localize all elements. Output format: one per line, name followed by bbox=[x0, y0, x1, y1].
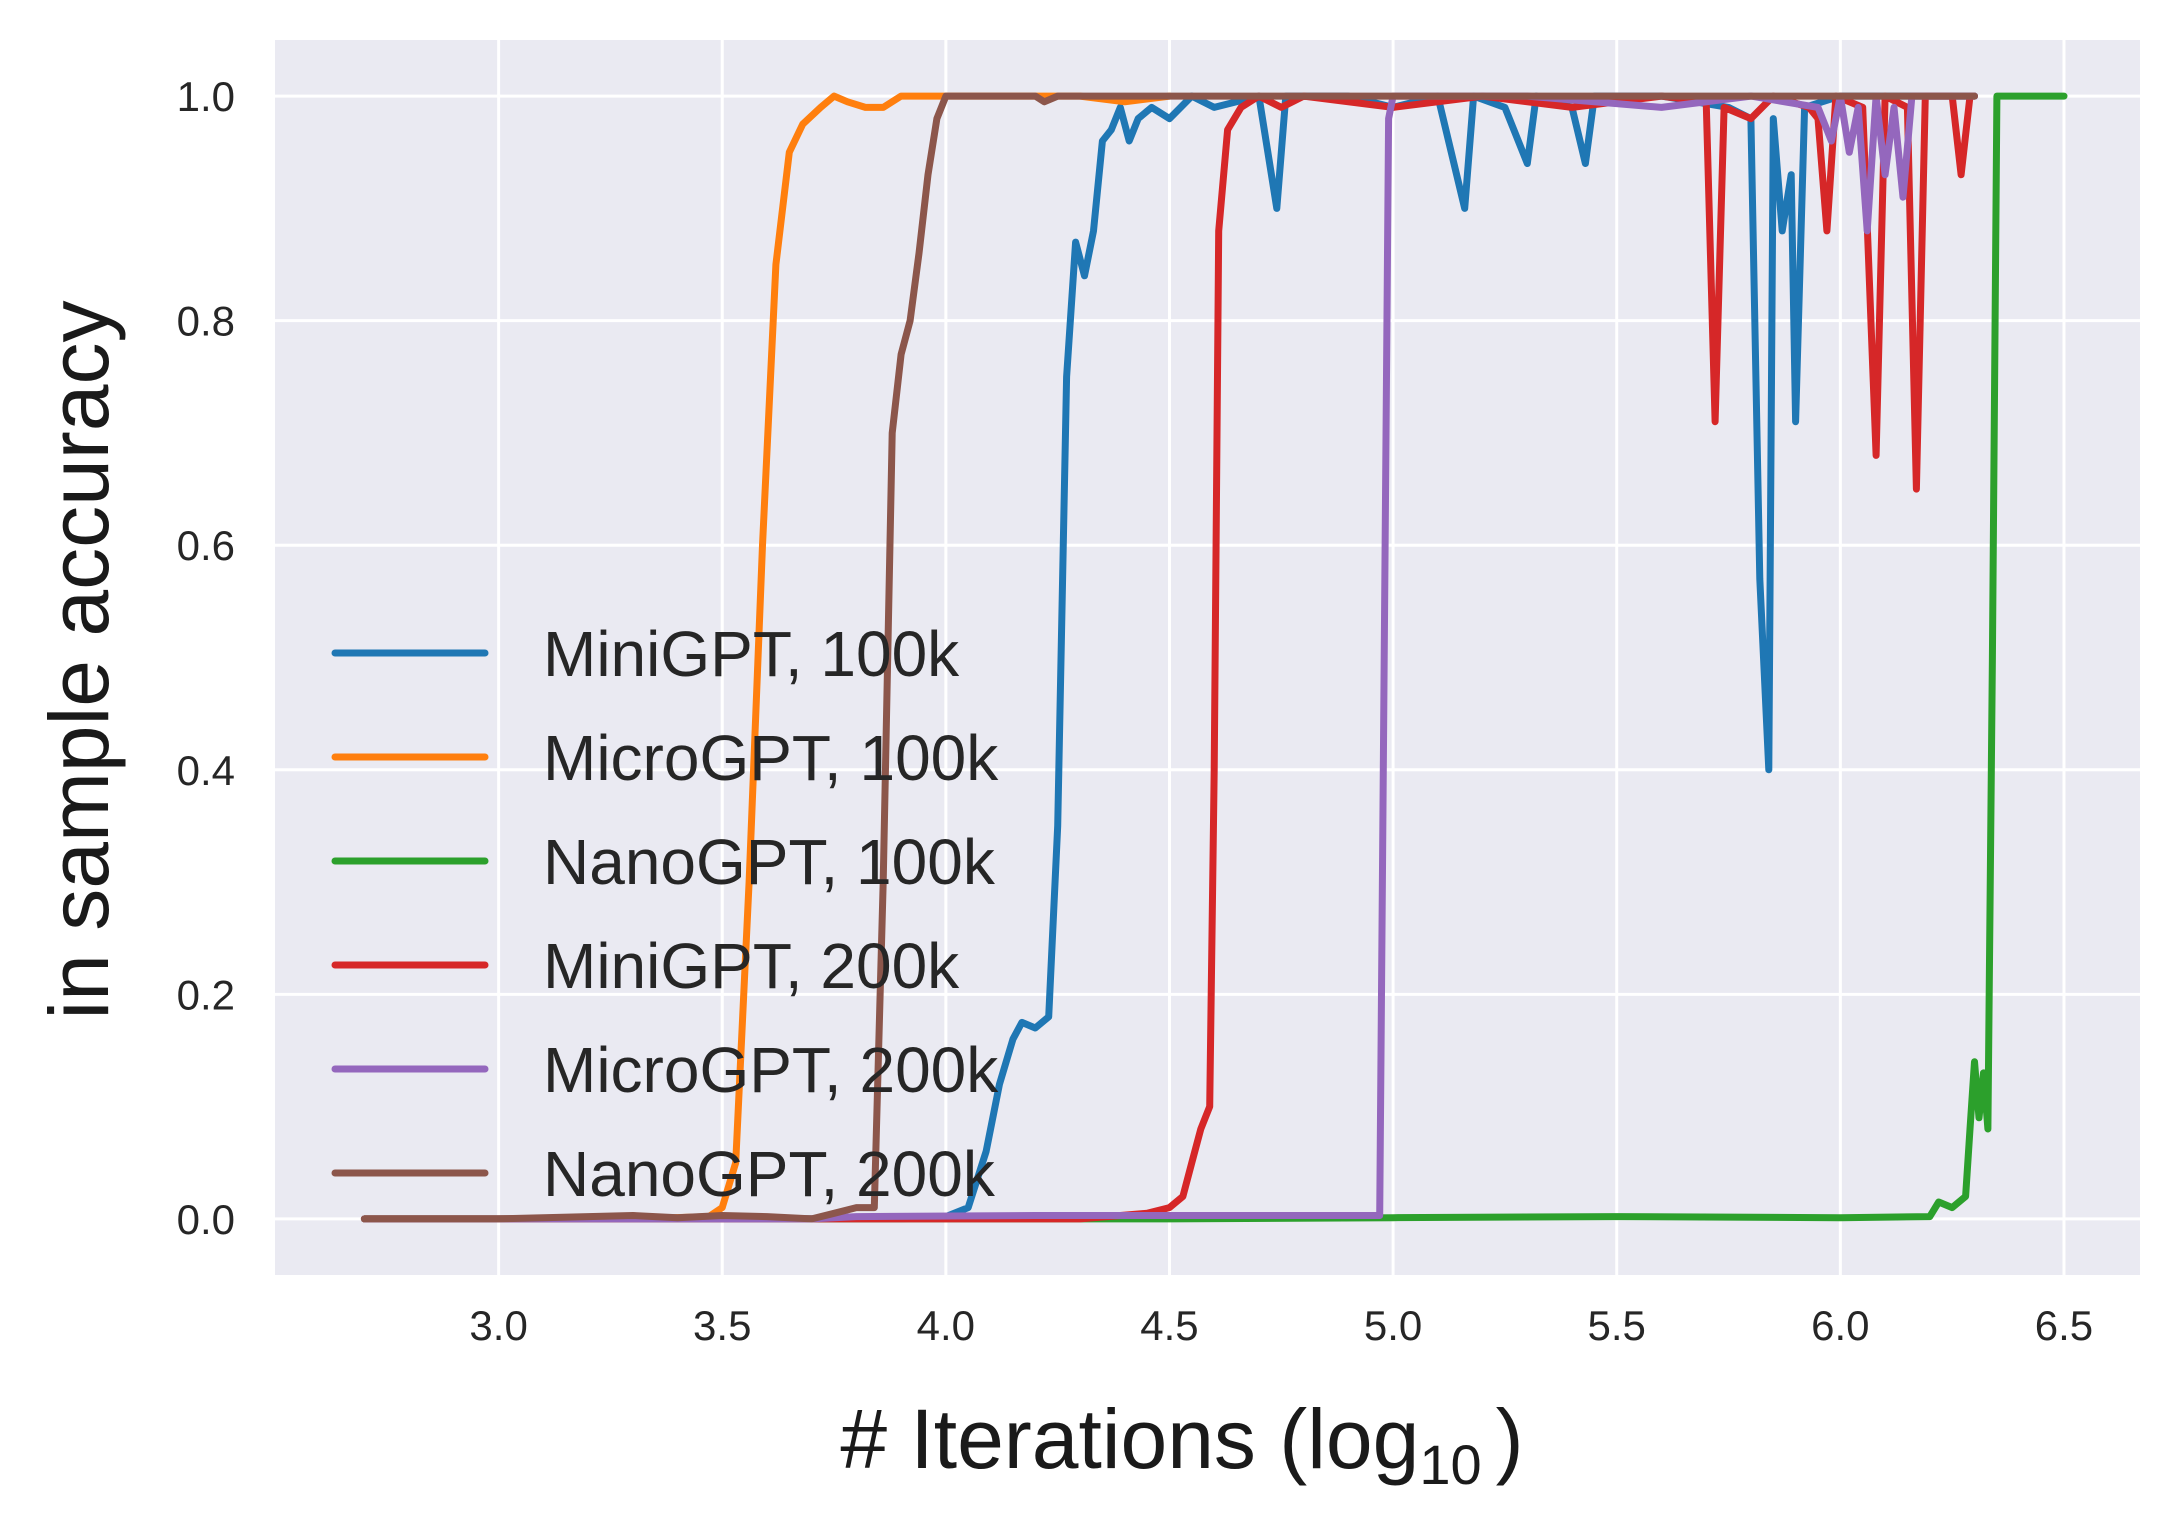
x-tick-label: 3.0 bbox=[469, 1302, 527, 1349]
legend-label: MicroGPT, 200k bbox=[543, 1034, 999, 1106]
series-line-2 bbox=[360, 92, 1173, 1223]
x-axis-label: # Iterations (log10) bbox=[840, 1392, 1523, 1496]
x-tick-label: 4.5 bbox=[1140, 1302, 1198, 1349]
x-tick-label: 6.5 bbox=[2035, 1302, 2093, 1349]
series-lines bbox=[360, 92, 2068, 1223]
y-tick-label: 0.2 bbox=[177, 971, 235, 1018]
y-tick-label: 0.8 bbox=[177, 298, 235, 345]
legend: MiniGPT, 100k MicroGPT, 100k NanoGPT, 100k… bbox=[331, 618, 999, 1210]
legend-label: NanoGPT, 200k bbox=[543, 1138, 996, 1210]
legend-label: MiniGPT, 100k bbox=[543, 618, 960, 690]
y-tick-label: 1.0 bbox=[177, 73, 235, 120]
legend-label: MicroGPT, 100k bbox=[543, 722, 999, 794]
x-tick-label: 4.0 bbox=[917, 1302, 975, 1349]
x-tick-label: 3.5 bbox=[693, 1302, 751, 1349]
legend-label: NanoGPT, 100k bbox=[543, 826, 996, 898]
x-tick-label: 6.0 bbox=[1811, 1302, 1869, 1349]
tick-labels: 3.0 3.5 4.0 4.5 5.0 5.5 6.0 6.5 0.0 0.2 0.4 0.6 0.8 1… bbox=[177, 73, 2094, 1349]
series-line-6 bbox=[360, 92, 1978, 1223]
x-tick-label: 5.5 bbox=[1588, 1302, 1646, 1349]
series-line-1 bbox=[360, 92, 1978, 1223]
y-axis-label: in sample accuracy bbox=[32, 301, 126, 1020]
x-axis-label-main: # Iterations (log bbox=[840, 1392, 1419, 1486]
y-tick-label: 0.4 bbox=[177, 747, 235, 794]
x-axis-label-close: ) bbox=[1496, 1392, 1524, 1486]
legend-label: MiniGPT, 200k bbox=[543, 930, 960, 1002]
y-tick-label: 0.0 bbox=[177, 1196, 235, 1243]
y-tick-label: 0.6 bbox=[177, 522, 235, 569]
x-tick-label: 5.0 bbox=[1364, 1302, 1422, 1349]
x-axis-label-subscript: 10 bbox=[1419, 1433, 1481, 1496]
